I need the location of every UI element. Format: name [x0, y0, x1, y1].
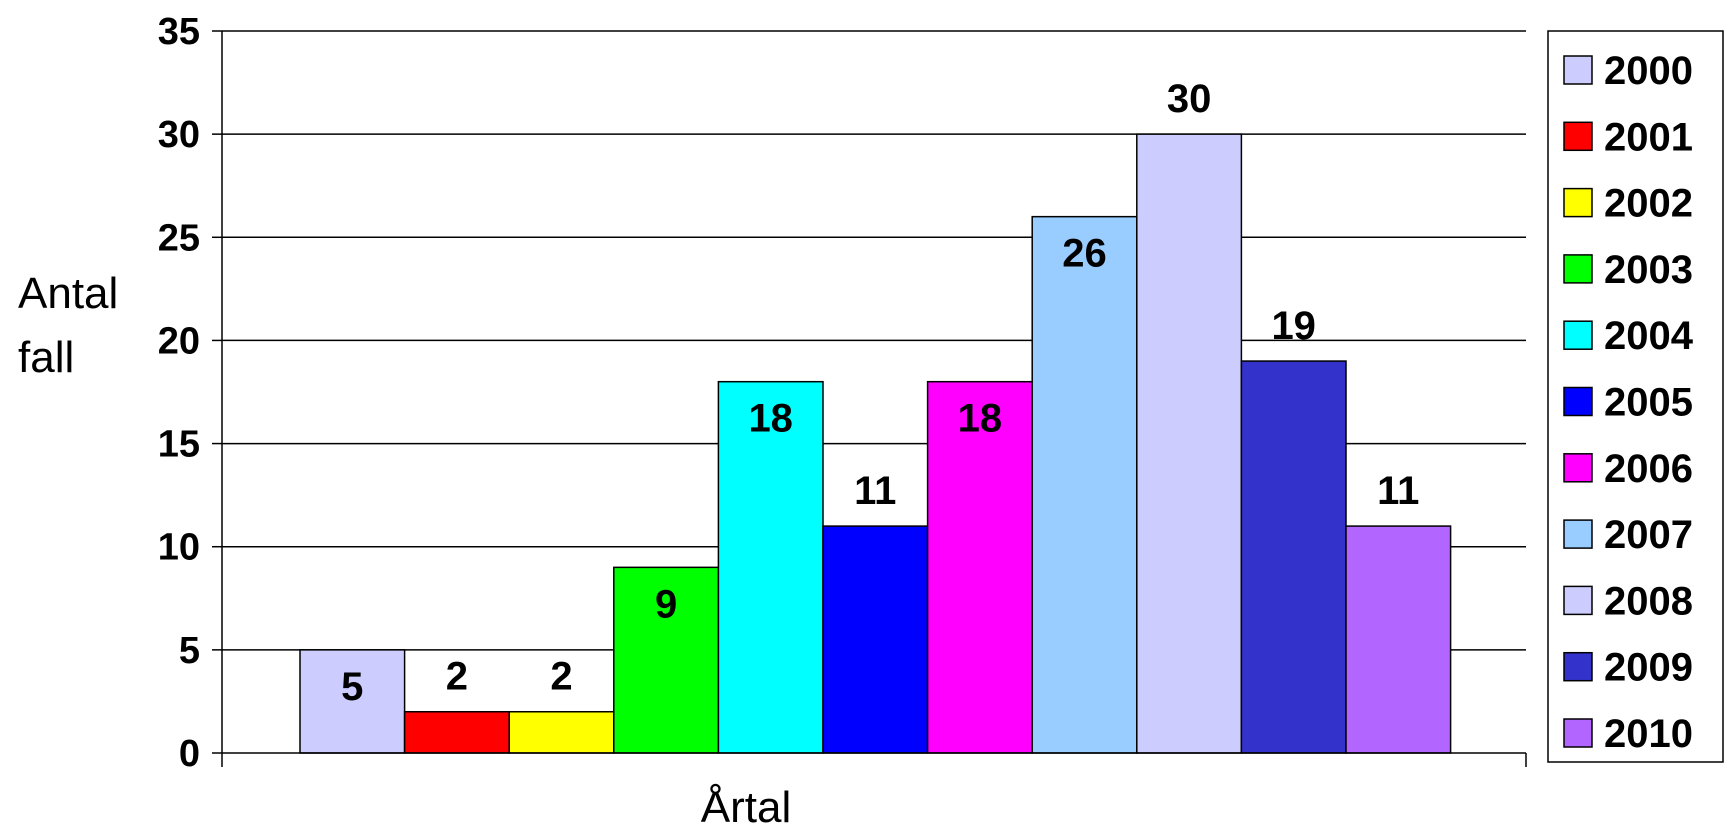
legend-swatch-2010	[1563, 718, 1593, 748]
bar-2008	[1136, 133, 1243, 754]
data-label-2001: 2	[446, 655, 468, 699]
bar-2009	[1240, 360, 1347, 754]
legend-swatch-2005	[1563, 386, 1593, 417]
legend-swatch-2000	[1563, 55, 1593, 85]
legend-swatch-2009	[1563, 651, 1593, 682]
x-axis-label: Årtal	[701, 783, 791, 828]
bars	[299, 133, 1452, 754]
legend-swatch-2002	[1563, 187, 1593, 218]
legend-swatch-2003	[1563, 254, 1593, 284]
y-tick-label: 30	[158, 114, 200, 156]
legend-swatch-2006	[1563, 453, 1593, 483]
y-axis-ticks: 0 5 10 15 20 25 30 35	[158, 11, 222, 775]
bar-2010	[1345, 525, 1452, 754]
bar-2007	[1031, 215, 1138, 754]
bar-2006	[926, 380, 1033, 754]
bar-2001	[403, 710, 510, 754]
data-label-2009: 19	[1271, 304, 1316, 348]
data-label-2008: 30	[1167, 77, 1212, 121]
data-label-2006: 18	[958, 397, 1003, 441]
data-label-2005: 11	[854, 469, 896, 513]
data-label-2000: 5	[341, 665, 363, 709]
y-tick-label: 35	[158, 11, 200, 53]
bar-2005	[822, 525, 929, 754]
bar-2003	[613, 566, 720, 754]
y-tick-label: 25	[158, 217, 200, 259]
data-label-2010: 11	[1377, 469, 1419, 513]
data-labels: 5 2 2 9 18 11 18 26 30 19 11	[341, 77, 1419, 709]
data-label-2004: 18	[748, 397, 793, 441]
y-tick-label: 0	[179, 733, 200, 775]
legend-label-2005: 2005	[1604, 381, 1693, 425]
legend: 2000 2001 2002 2003 2004 2005 2006 2007 2008 2009…	[1547, 30, 1724, 763]
legend-label-2008: 2008	[1604, 579, 1693, 623]
legend-label-2000: 2000	[1604, 49, 1693, 93]
y-axis-label-line-2: fall	[18, 333, 74, 382]
y-tick-label: 5	[179, 630, 200, 672]
legend-label-2004: 2004	[1604, 314, 1694, 358]
bar-2002	[508, 710, 615, 754]
bar-2000	[299, 649, 406, 754]
legend-label-2007: 2007	[1604, 513, 1693, 557]
legend-label-2006: 2006	[1604, 447, 1693, 491]
data-label-2002: 2	[550, 655, 572, 699]
legend-label-2010: 2010	[1604, 712, 1693, 756]
y-tick-label: 15	[158, 424, 200, 466]
data-label-2003: 9	[655, 582, 677, 626]
legend-label-2009: 2009	[1604, 646, 1693, 690]
legend-label-2002: 2002	[1604, 182, 1693, 226]
legend-swatch-2007	[1563, 519, 1593, 549]
y-tick-label: 10	[158, 527, 200, 569]
y-tick-label: 20	[158, 320, 200, 362]
legend-swatch-2001	[1563, 121, 1593, 152]
gridlines	[222, 30, 1526, 651]
legend-swatch-2008	[1563, 585, 1593, 616]
y-axis-label-line-1: Antal	[18, 269, 118, 318]
legend-label-2003: 2003	[1604, 248, 1693, 292]
legend-label-2001: 2001	[1604, 115, 1693, 159]
legend-swatch-2004	[1563, 320, 1593, 350]
data-label-2007: 26	[1062, 232, 1107, 276]
